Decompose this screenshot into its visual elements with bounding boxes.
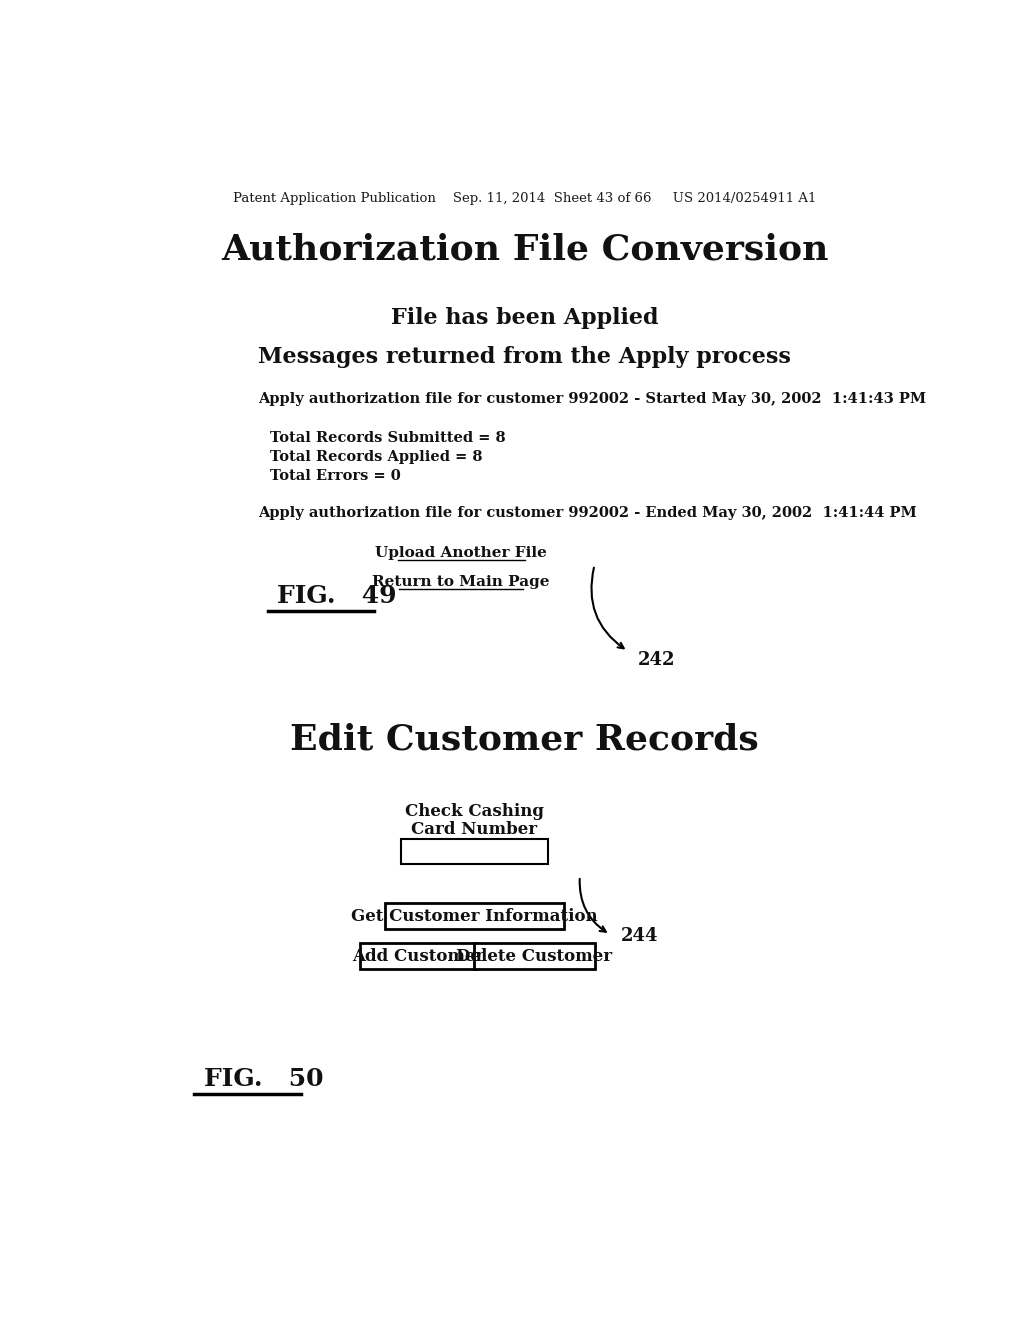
FancyBboxPatch shape [400,840,548,863]
Text: Check Cashing: Check Cashing [404,803,544,820]
Text: FIG.   49: FIG. 49 [276,583,396,607]
Text: Apply authorization file for customer 992002 - Started May 30, 2002  1:41:43 PM: Apply authorization file for customer 99… [258,392,927,405]
Text: 244: 244 [621,927,658,945]
Text: Patent Application Publication    Sep. 11, 2014  Sheet 43 of 66     US 2014/0254: Patent Application Publication Sep. 11, … [233,191,816,205]
Text: Total Records Submitted = 8: Total Records Submitted = 8 [270,430,506,445]
Text: FIG.   50: FIG. 50 [204,1067,324,1090]
Text: Messages returned from the Apply process: Messages returned from the Apply process [258,346,792,368]
Text: Delete Customer: Delete Customer [456,948,612,965]
Text: Total Errors = 0: Total Errors = 0 [270,470,400,483]
FancyBboxPatch shape [385,903,564,929]
Text: Apply authorization file for customer 992002 - Ended May 30, 2002  1:41:44 PM: Apply authorization file for customer 99… [258,506,916,520]
Text: Upload Another File: Upload Another File [376,545,547,560]
FancyBboxPatch shape [359,942,476,969]
Text: 242: 242 [638,652,676,669]
Text: Authorization File Conversion: Authorization File Conversion [221,232,828,267]
Text: File has been Applied: File has been Applied [391,306,658,329]
Text: Total Records Applied = 8: Total Records Applied = 8 [270,450,482,465]
Text: Return to Main Page: Return to Main Page [373,576,550,589]
Text: Card Number: Card Number [412,821,538,838]
FancyBboxPatch shape [474,942,595,969]
Text: Add Customer: Add Customer [351,948,484,965]
Text: Get Customer Information: Get Customer Information [351,908,598,924]
Text: Edit Customer Records: Edit Customer Records [291,723,759,756]
